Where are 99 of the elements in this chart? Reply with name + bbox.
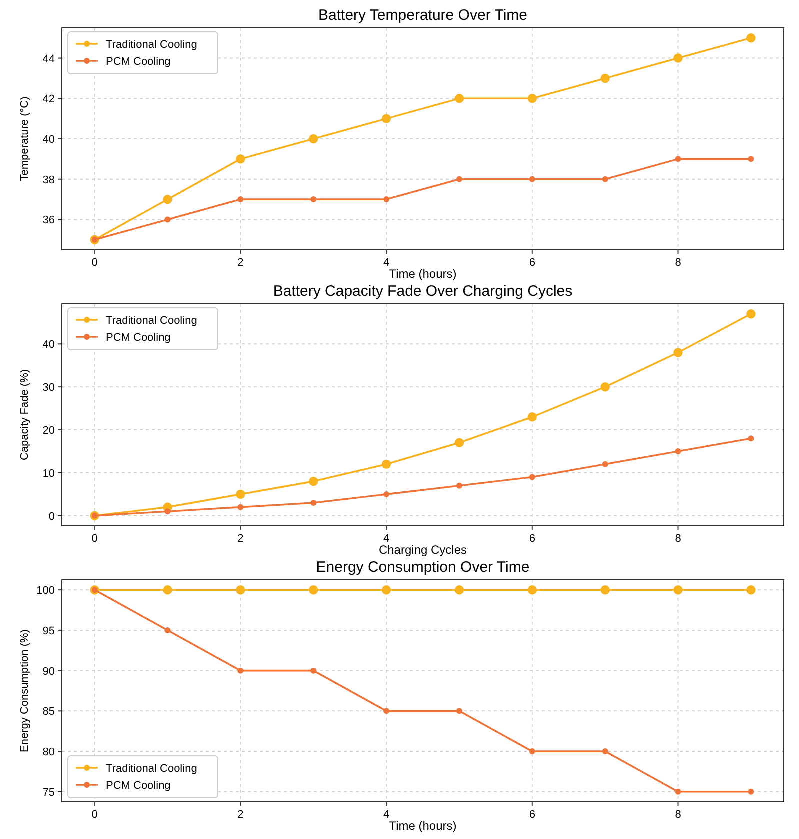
legend-label: PCM Cooling: [106, 56, 171, 68]
y-tick-label: 44: [42, 53, 55, 66]
point: [164, 627, 171, 634]
y-axis-title: Energy Consumption (%): [19, 630, 31, 752]
point: [675, 448, 682, 454]
x-tick-label: 8: [675, 257, 682, 269]
legend-label: Traditional Cooling: [106, 315, 198, 327]
y-tick-label: 80: [42, 746, 55, 759]
point: [746, 585, 756, 595]
y-tick-label: 20: [42, 425, 55, 438]
y-axis-title: Temperature (°C): [19, 96, 31, 182]
point: [528, 412, 537, 422]
x-axis-title: Time (hours): [389, 267, 457, 281]
point: [310, 196, 317, 203]
point: [309, 585, 318, 595]
point: [456, 708, 462, 714]
x-tick-label: 2: [238, 533, 244, 545]
y-tick-label: 95: [42, 625, 55, 638]
y-axis-title: Capacity Fade (%): [19, 369, 31, 461]
y-tick-label: 38: [42, 174, 55, 186]
point: [748, 788, 754, 795]
point: [529, 748, 536, 755]
y-tick-label: 40: [42, 134, 55, 146]
point: [675, 156, 682, 162]
point: [384, 708, 390, 714]
point: [529, 474, 536, 480]
x-tick-label: 0: [92, 257, 98, 269]
point: [238, 504, 244, 510]
point: [529, 176, 536, 182]
point: [602, 461, 608, 468]
point: [382, 114, 392, 124]
point: [600, 382, 610, 392]
point: [674, 54, 683, 63]
point: [164, 216, 171, 223]
point: [674, 348, 683, 358]
point: [528, 585, 537, 595]
point: [238, 668, 244, 674]
point: [454, 585, 464, 595]
point: [454, 438, 464, 448]
point: [528, 94, 537, 104]
point: [456, 176, 462, 182]
point: [238, 196, 244, 203]
y-tick-label: 10: [42, 468, 55, 480]
legend-label: Traditional Cooling: [106, 763, 198, 775]
x-axis-title: Charging Cycles: [378, 543, 468, 557]
x-axis-title: Time (hours): [389, 819, 457, 833]
point: [163, 194, 172, 204]
point: [163, 585, 172, 595]
point: [384, 491, 390, 498]
legend-label: PCM Cooling: [106, 332, 171, 344]
x-tick-label: 4: [383, 533, 390, 545]
point: [746, 33, 756, 43]
x-tick-label: 8: [675, 533, 682, 545]
x-tick-label: 6: [529, 809, 536, 821]
point: [384, 196, 390, 203]
point: [674, 585, 683, 595]
point: [746, 309, 756, 319]
y-tick-label: 30: [42, 382, 55, 394]
legend-label: PCM Cooling: [106, 780, 171, 792]
y-tick-label: 90: [42, 666, 55, 678]
point: [309, 476, 318, 486]
point: [309, 134, 318, 144]
x-tick-label: 6: [529, 533, 536, 545]
chart-title: Energy Consumption Over Time: [316, 559, 530, 576]
x-tick-label: 2: [238, 257, 244, 269]
x-tick-label: 0: [92, 809, 98, 821]
x-tick-label: 2: [238, 809, 244, 821]
y-tick-label: 0: [48, 510, 55, 523]
x-tick-label: 0: [92, 533, 98, 545]
point: [600, 74, 610, 84]
point: [748, 436, 754, 442]
y-tick-label: 75: [42, 786, 55, 799]
point: [382, 460, 392, 469]
y-tick-label: 42: [42, 94, 55, 106]
point: [310, 500, 317, 506]
point: [236, 154, 246, 164]
x-tick-label: 4: [383, 809, 390, 821]
y-tick-label: 40: [42, 339, 55, 352]
point: [748, 156, 754, 162]
point: [675, 788, 682, 795]
x-tick-label: 8: [675, 809, 682, 821]
point: [456, 482, 462, 489]
point: [454, 94, 464, 104]
point: [382, 585, 392, 595]
y-tick-label: 85: [42, 706, 55, 718]
point: [602, 176, 608, 182]
point: [236, 585, 246, 595]
y-tick-label: 36: [42, 214, 55, 227]
point: [310, 668, 317, 674]
point: [164, 508, 171, 515]
x-tick-label: 4: [383, 257, 390, 269]
point: [600, 585, 610, 595]
chart-title: Battery Capacity Fade Over Charging Cycles: [273, 283, 573, 300]
y-tick-label: 100: [36, 585, 55, 598]
point: [236, 490, 246, 500]
x-tick-label: 6: [529, 257, 536, 269]
legend-label: Traditional Cooling: [106, 39, 198, 51]
point: [602, 748, 608, 755]
chart-title: Battery Temperature Over Time: [318, 7, 528, 24]
